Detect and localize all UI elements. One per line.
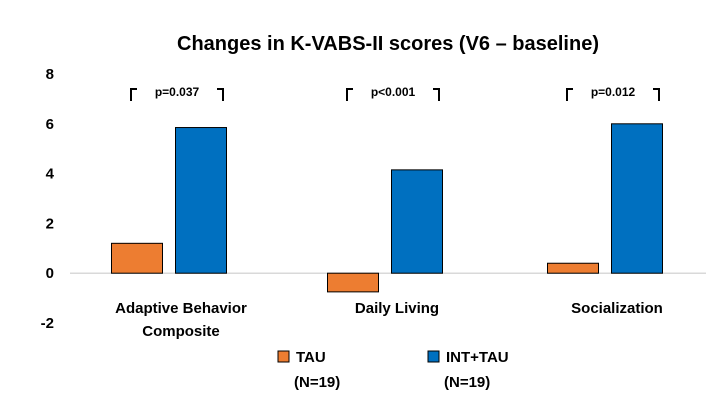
y-tick-label: -2 bbox=[41, 315, 54, 332]
bar-tau-1 bbox=[327, 272, 379, 293]
bracket-right bbox=[217, 88, 224, 101]
bracket-left bbox=[566, 88, 573, 101]
legend-n-label: (N=19) bbox=[294, 374, 340, 391]
chart-title: Changes in K-VABS-II scores (V6 – baseli… bbox=[177, 33, 599, 55]
significance-annotations: p=0.037 p<0.001 p=0.012 bbox=[130, 85, 660, 101]
bracket-right bbox=[653, 88, 660, 101]
legend: TAU (N=19) INT+TAU (N=19) bbox=[277, 349, 509, 391]
category-label: Daily Living bbox=[355, 300, 439, 317]
category-label: Composite bbox=[142, 323, 220, 340]
bars bbox=[111, 123, 663, 293]
bracket-right bbox=[433, 88, 440, 101]
legend-n-label: (N=19) bbox=[444, 374, 490, 391]
category-label: Socialization bbox=[571, 300, 663, 317]
p-value-label: p=0.012 bbox=[591, 85, 636, 99]
y-tick-label: 2 bbox=[46, 215, 54, 232]
y-tick-label: 6 bbox=[46, 116, 54, 133]
legend-swatch bbox=[427, 350, 440, 363]
bar-int-tau-1 bbox=[391, 169, 443, 274]
y-tick-label: 8 bbox=[46, 66, 54, 83]
bar-int-tau-0 bbox=[175, 127, 227, 274]
p-value-label: p<0.001 bbox=[371, 85, 416, 99]
bracket-left bbox=[130, 88, 137, 101]
legend-label: TAU bbox=[296, 349, 326, 366]
y-tick-label: 0 bbox=[46, 265, 54, 282]
bar-tau-2 bbox=[547, 262, 599, 274]
legend-label: INT+TAU bbox=[446, 349, 509, 366]
category-labels: Adaptive Behavior Composite Daily Living So… bbox=[115, 300, 663, 340]
bracket-left bbox=[346, 88, 353, 101]
bar-tau-0 bbox=[111, 242, 163, 274]
legend-swatch bbox=[277, 350, 290, 363]
p-value-label: p=0.037 bbox=[155, 85, 200, 99]
category-label: Adaptive Behavior bbox=[115, 300, 247, 317]
y-tick-label: 4 bbox=[46, 166, 55, 183]
bar-int-tau-2 bbox=[611, 123, 663, 274]
